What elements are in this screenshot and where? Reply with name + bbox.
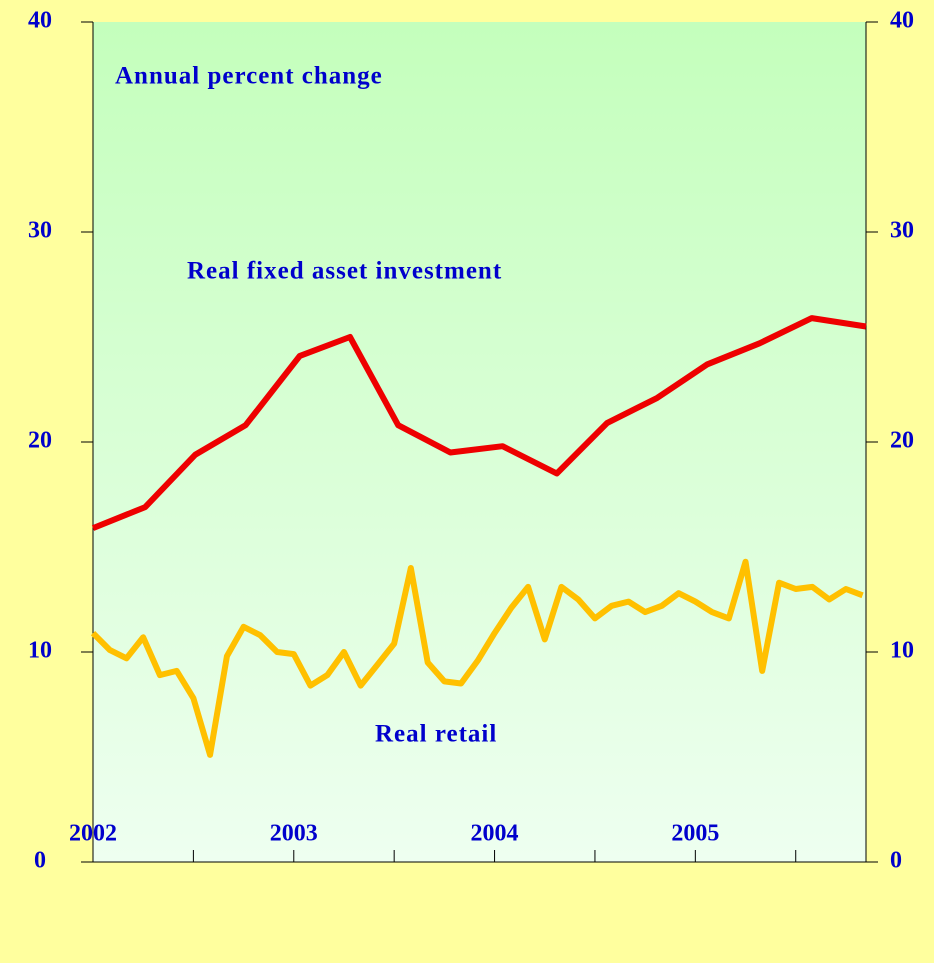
y-tick-label: 30 bbox=[28, 218, 52, 244]
y-tick-label: 20 bbox=[28, 428, 52, 454]
y2-tick-label: 0 bbox=[890, 848, 902, 874]
y2-tick-label: 30 bbox=[890, 218, 914, 244]
annotation: Annual percent change bbox=[115, 63, 383, 90]
x-tick-label: 2003 bbox=[270, 821, 318, 847]
y2-tick-label: 40 bbox=[890, 8, 914, 34]
line-series bbox=[90, 558, 864, 758]
y-tick-label: 10 bbox=[28, 638, 52, 664]
y2-tick-label: 20 bbox=[890, 428, 914, 454]
line-series bbox=[91, 315, 867, 531]
x-tick-label: 2002 bbox=[69, 821, 117, 847]
x-tick-label: 2004 bbox=[471, 821, 519, 847]
annotation: Real retail bbox=[375, 721, 497, 748]
y2-tick-label: 10 bbox=[890, 638, 914, 664]
annotation: Real fixed asset investment bbox=[187, 258, 502, 285]
x-tick-label: 2005 bbox=[671, 821, 719, 847]
y-tick-label: 0 bbox=[34, 848, 46, 874]
y-tick-label: 40 bbox=[28, 8, 52, 34]
